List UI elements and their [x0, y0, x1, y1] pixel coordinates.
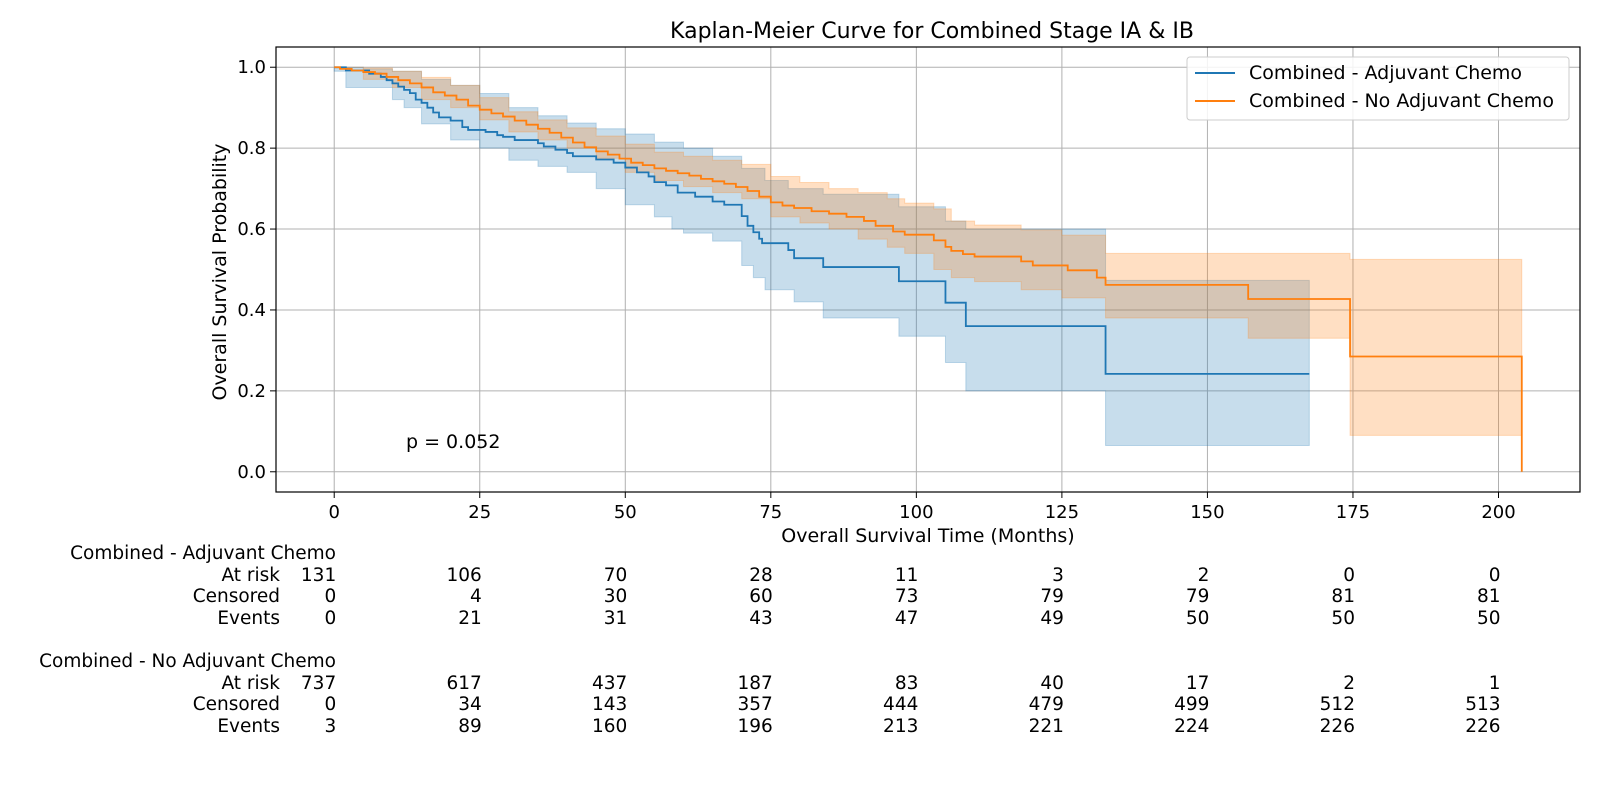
y-tick-label: 0.6: [237, 219, 266, 240]
x-tick-label: 150: [1190, 502, 1224, 523]
x-axis-label: Overall Survival Time (Months): [781, 525, 1074, 547]
legend-box: [1186, 56, 1570, 121]
x-tick-label: 200: [1481, 502, 1515, 523]
y-tick-label: 1.0: [237, 57, 266, 78]
confidence-bands: [333, 66, 1523, 446]
x-tick-label: 100: [899, 502, 933, 523]
legend-label-no-adjuvant: Combined - No Adjuvant Chemo: [1249, 90, 1554, 112]
x-tick-label: 25: [468, 502, 491, 523]
x-tick-label: 175: [1336, 502, 1370, 523]
y-axis-label: Overall Survival Probability: [209, 143, 231, 400]
legend-label-adjuvant: Combined - Adjuvant Chemo: [1249, 62, 1522, 84]
ci-band-0: [333, 66, 1310, 446]
survival-curve-1: [334, 66, 1523, 472]
legend: Combined - Adjuvant Chemo Combined - No …: [1186, 56, 1570, 121]
plot-frame: [275, 46, 1581, 493]
p-value-annotation: p = 0.052: [406, 431, 500, 453]
y-tick-label: 0.0: [237, 462, 266, 483]
survival-curve-0: [334, 66, 1310, 375]
x-tick-label: 125: [1045, 502, 1079, 523]
chart-title: Kaplan-Meier Curve for Combined Stage IA…: [670, 19, 1194, 44]
y-tick-label: 0.4: [237, 300, 266, 321]
axis-ticks: 0 25 50 75 100 125 150 175 200 0.0 0.2 0.4 0.6 0.8 1.0: [237, 57, 1515, 523]
y-tick-label: 0.2: [237, 381, 266, 402]
grid: [276, 47, 1580, 492]
x-tick-label: 75: [759, 502, 782, 523]
ci-band-1: [334, 66, 1523, 436]
y-tick-label: 0.8: [237, 138, 266, 159]
x-tick-label: 50: [614, 502, 637, 523]
survival-curves: [334, 66, 1523, 472]
x-tick-label: 0: [328, 502, 339, 523]
